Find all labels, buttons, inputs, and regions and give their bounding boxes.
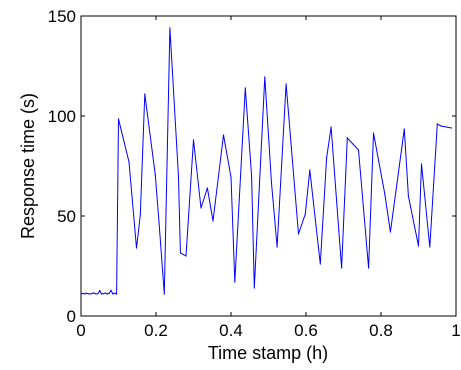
data-point — [429, 246, 431, 248]
data-point — [230, 176, 232, 178]
data-point — [253, 287, 255, 289]
data-point — [330, 126, 332, 128]
data-point — [99, 290, 101, 292]
y-tick-label: 50 — [57, 207, 76, 226]
data-point — [417, 245, 420, 247]
data-point — [264, 76, 266, 78]
y-tick-label: 100 — [48, 107, 76, 126]
data-point — [309, 169, 311, 171]
data-series — [80, 27, 453, 295]
data-point — [372, 132, 375, 134]
data-point — [139, 214, 141, 216]
data-point — [117, 118, 120, 120]
data-point — [192, 139, 195, 141]
data-point — [450, 127, 453, 129]
data-point — [346, 137, 348, 139]
data-point — [389, 231, 391, 233]
data-point — [104, 292, 106, 294]
data-point — [276, 246, 278, 248]
data-point — [135, 247, 138, 249]
data-point — [108, 292, 110, 294]
data-point — [185, 255, 187, 257]
data-point — [158, 221, 160, 223]
data-point — [403, 128, 405, 130]
tick-labels: 0 0.2 0.4 0.6 0.8 1 0 50 100 150 — [48, 7, 461, 340]
data-point — [436, 123, 438, 125]
x-tick-label: 0 — [76, 321, 85, 340]
data-point — [357, 149, 360, 151]
y-tick-label: 0 — [67, 307, 76, 326]
data-point — [222, 134, 225, 136]
data-point — [169, 27, 171, 29]
data-point — [110, 289, 112, 291]
data-point — [319, 263, 321, 265]
data-point — [163, 293, 165, 295]
data-point — [84, 293, 86, 295]
data-point — [101, 293, 103, 295]
data-point — [270, 182, 273, 184]
data-point — [368, 267, 370, 269]
x-tick-label: 0.2 — [144, 321, 168, 340]
data-point — [326, 157, 328, 159]
data-point — [89, 293, 91, 295]
data-point — [206, 187, 208, 189]
data-point — [80, 293, 82, 295]
data-point — [86, 292, 88, 294]
data-point — [87, 293, 90, 295]
data-point — [93, 292, 95, 294]
data-point — [116, 293, 118, 295]
data-point — [212, 220, 214, 222]
data-point — [440, 125, 442, 127]
data-point — [91, 292, 93, 294]
data-point — [341, 267, 343, 269]
data-point — [304, 213, 306, 215]
data-point — [285, 83, 287, 85]
data-point — [154, 174, 156, 176]
data-point — [420, 163, 423, 165]
data-point — [177, 176, 180, 178]
data-point — [179, 252, 181, 254]
data-point — [97, 293, 99, 295]
data-point — [114, 292, 116, 294]
x-tick-label: 0.6 — [294, 321, 318, 340]
data-point — [384, 193, 386, 195]
data-point — [112, 293, 114, 295]
data-point — [95, 293, 97, 295]
x-tick-label: 1 — [451, 321, 460, 340]
x-tick-label: 0.4 — [219, 321, 243, 340]
data-point — [128, 161, 130, 163]
x-axis-title: Time stamp (h) — [208, 343, 328, 363]
y-tick-label: 150 — [48, 7, 76, 26]
x-tick-label: 0.8 — [369, 321, 393, 340]
data-point — [102, 293, 105, 295]
y-axis-title: Response time (s) — [18, 93, 38, 239]
plot-area — [80, 15, 457, 317]
data-point — [234, 281, 236, 283]
data-point — [200, 207, 202, 209]
axis-ticks — [80, 15, 457, 317]
data-point — [251, 175, 253, 177]
data-point — [352, 143, 354, 145]
data-point — [82, 292, 84, 294]
data-point — [244, 87, 246, 89]
data-point — [106, 293, 108, 295]
data-point — [297, 233, 300, 235]
data-point — [407, 195, 409, 197]
data-point — [144, 93, 146, 95]
